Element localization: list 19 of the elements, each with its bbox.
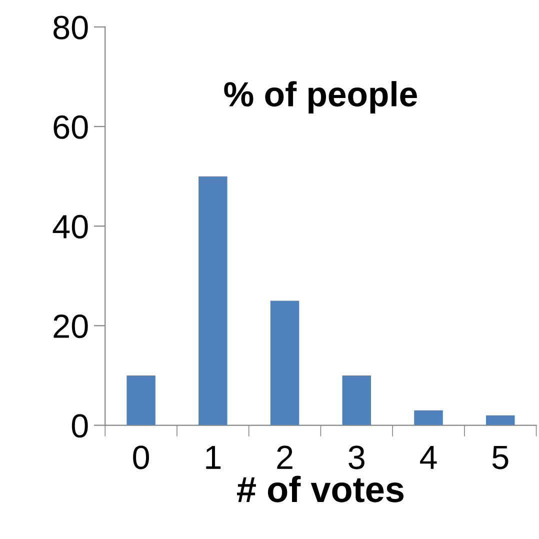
- y-tick-label: 20: [54, 314, 88, 338]
- x-tick-label: 0: [133, 446, 150, 470]
- bar: [414, 410, 443, 426]
- bar: [342, 375, 372, 426]
- y-tick-label: 80: [54, 16, 88, 40]
- y-tick-label: 0: [72, 414, 88, 438]
- x-tick-label: 5: [492, 446, 508, 470]
- x-tick-label: 4: [420, 446, 437, 469]
- bar: [126, 375, 156, 426]
- bar: [270, 300, 300, 426]
- bar: [486, 415, 515, 426]
- x-tick-label: 1: [206, 446, 221, 469]
- text: % of people: [224, 81, 417, 114]
- y-tick-label: 40: [52, 214, 88, 239]
- x-tick-label: 3: [348, 446, 364, 470]
- x-tick-label: 2: [277, 446, 292, 469]
- y-tick-label: 60: [54, 115, 88, 139]
- bar: [198, 176, 228, 426]
- x-axis-title: # of votes: [237, 476, 404, 502]
